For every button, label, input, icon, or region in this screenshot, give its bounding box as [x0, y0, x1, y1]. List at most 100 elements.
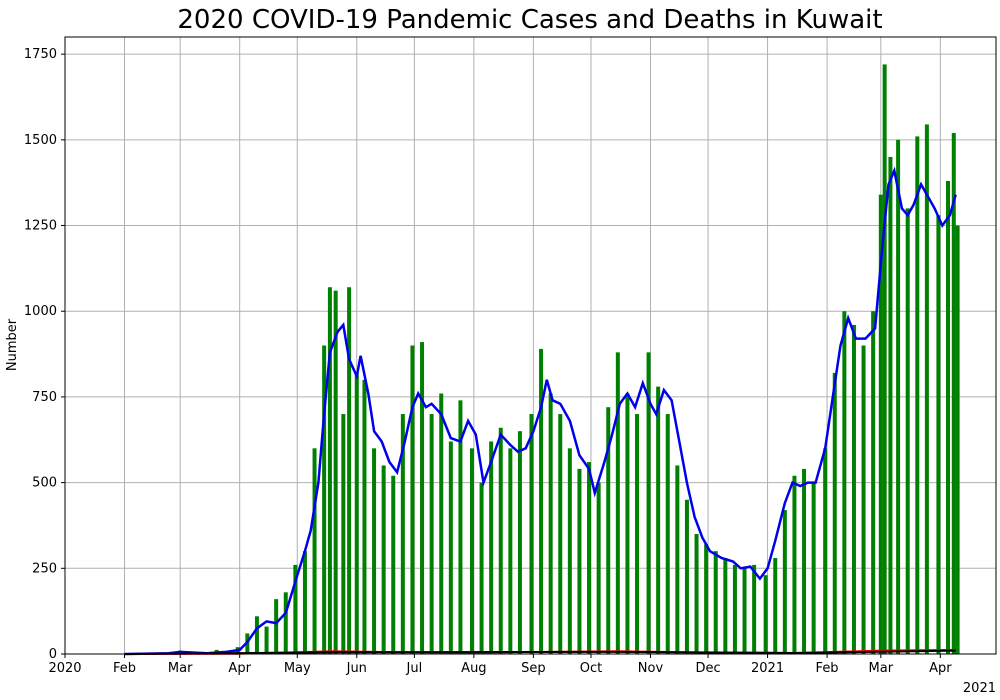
case-bar: [327, 287, 332, 654]
case-bar: [842, 311, 847, 654]
case-bar: [429, 414, 434, 654]
case-bar: [896, 139, 901, 655]
y-tick-label: 250: [32, 561, 57, 576]
case-bar: [254, 616, 259, 654]
case-bar: [936, 215, 941, 654]
case-bar: [391, 475, 396, 654]
case-bar: [302, 551, 307, 654]
case-bar: [851, 324, 856, 654]
case-bar: [558, 414, 563, 654]
case-bar: [924, 124, 929, 655]
case-bar: [381, 465, 386, 654]
case-bar: [354, 372, 359, 654]
case-bar: [915, 136, 920, 655]
case-bar: [498, 427, 503, 654]
y-tick-label: 1000: [24, 304, 57, 319]
case-bar: [362, 379, 367, 654]
case-bar: [458, 400, 463, 654]
case-bar: [888, 156, 893, 654]
case-bar: [517, 431, 522, 654]
case-bar: [274, 599, 279, 654]
x-tick-label: Feb: [113, 661, 136, 676]
x-tick-label: Jul: [406, 661, 423, 676]
case-bar: [341, 414, 346, 654]
case-bar: [322, 345, 327, 654]
case-bar: [410, 345, 415, 654]
case-bar: [333, 290, 338, 654]
x-tick-label: Mar: [168, 661, 193, 676]
case-bar: [283, 592, 288, 654]
case-bar: [861, 345, 866, 654]
x-tick-label: Oct: [580, 661, 602, 676]
case-bar: [596, 482, 601, 654]
case-bar: [882, 64, 887, 654]
x-tick-label: Apr: [228, 661, 251, 676]
case-bar: [782, 510, 787, 654]
case-bar: [823, 448, 828, 654]
case-bar: [832, 372, 837, 654]
case-bar: [684, 499, 689, 654]
case-bar: [905, 208, 910, 654]
case-bar: [946, 180, 951, 654]
case-bar: [548, 393, 553, 654]
case-bar: [811, 482, 816, 654]
x-tick-label: Apr: [929, 661, 952, 676]
case-bar: [955, 225, 960, 654]
case-bar: [713, 551, 718, 654]
x-tick-label: Nov: [638, 661, 664, 676]
series-line: [124, 649, 956, 655]
x-tick-label: Sep: [521, 661, 546, 676]
x-tick-label: Dec: [695, 661, 720, 676]
y-tick-label: 1250: [24, 219, 57, 234]
case-bar: [646, 352, 651, 654]
case-bar: [293, 564, 298, 654]
x-tick-label: 2020: [48, 661, 81, 676]
plot-frame: [64, 36, 997, 655]
x-tick-label: Mar: [869, 661, 894, 676]
case-bar: [694, 534, 699, 654]
case-bar: [615, 352, 620, 654]
x-axis-offset-label: 2021: [963, 681, 996, 696]
case-bar: [479, 482, 484, 654]
cases-bars: [166, 64, 960, 655]
case-bar: [587, 462, 592, 654]
case-bar: [489, 441, 494, 654]
case-bar: [752, 564, 757, 654]
case-bar: [802, 468, 807, 654]
case-bar: [439, 393, 444, 654]
case-bar: [469, 448, 474, 654]
case-bar: [792, 475, 797, 654]
series-line: [124, 166, 957, 656]
case-bar: [539, 348, 544, 654]
case-bar: [577, 468, 582, 654]
case-bar: [372, 448, 377, 654]
case-bar: [675, 465, 680, 654]
y-tick-label: 500: [32, 476, 57, 491]
y-tick-label: 0: [49, 647, 57, 662]
y-tick-label: 750: [32, 390, 57, 405]
case-bar: [742, 568, 747, 654]
case-bar: [723, 558, 728, 654]
case-bar: [704, 544, 709, 654]
x-tick-label: May: [284, 661, 311, 676]
case-bar: [264, 626, 269, 654]
case-bar: [606, 407, 611, 654]
case-bar: [448, 441, 453, 654]
case-bar: [656, 386, 661, 654]
x-tick-label: Jun: [346, 661, 367, 676]
case-bar: [871, 311, 876, 654]
case-bar: [567, 448, 572, 654]
case-bar: [878, 194, 883, 654]
case-bar: [420, 342, 425, 654]
case-bar: [665, 414, 670, 654]
x-tick-label: Aug: [461, 661, 486, 676]
y-tick-label: 1750: [24, 47, 57, 62]
case-bar: [763, 575, 768, 654]
case-bar: [508, 448, 513, 654]
case-bar: [635, 414, 640, 654]
axis-ticks: 2020 Feb Mar Apr May Jun Jul Aug Sep Oct Nov Dec 202…: [24, 47, 952, 676]
chart-title: 2020 COVID-19 Pandemic Cases and Deaths …: [177, 5, 882, 35]
case-bar: [312, 448, 317, 654]
case-bar: [732, 564, 737, 654]
